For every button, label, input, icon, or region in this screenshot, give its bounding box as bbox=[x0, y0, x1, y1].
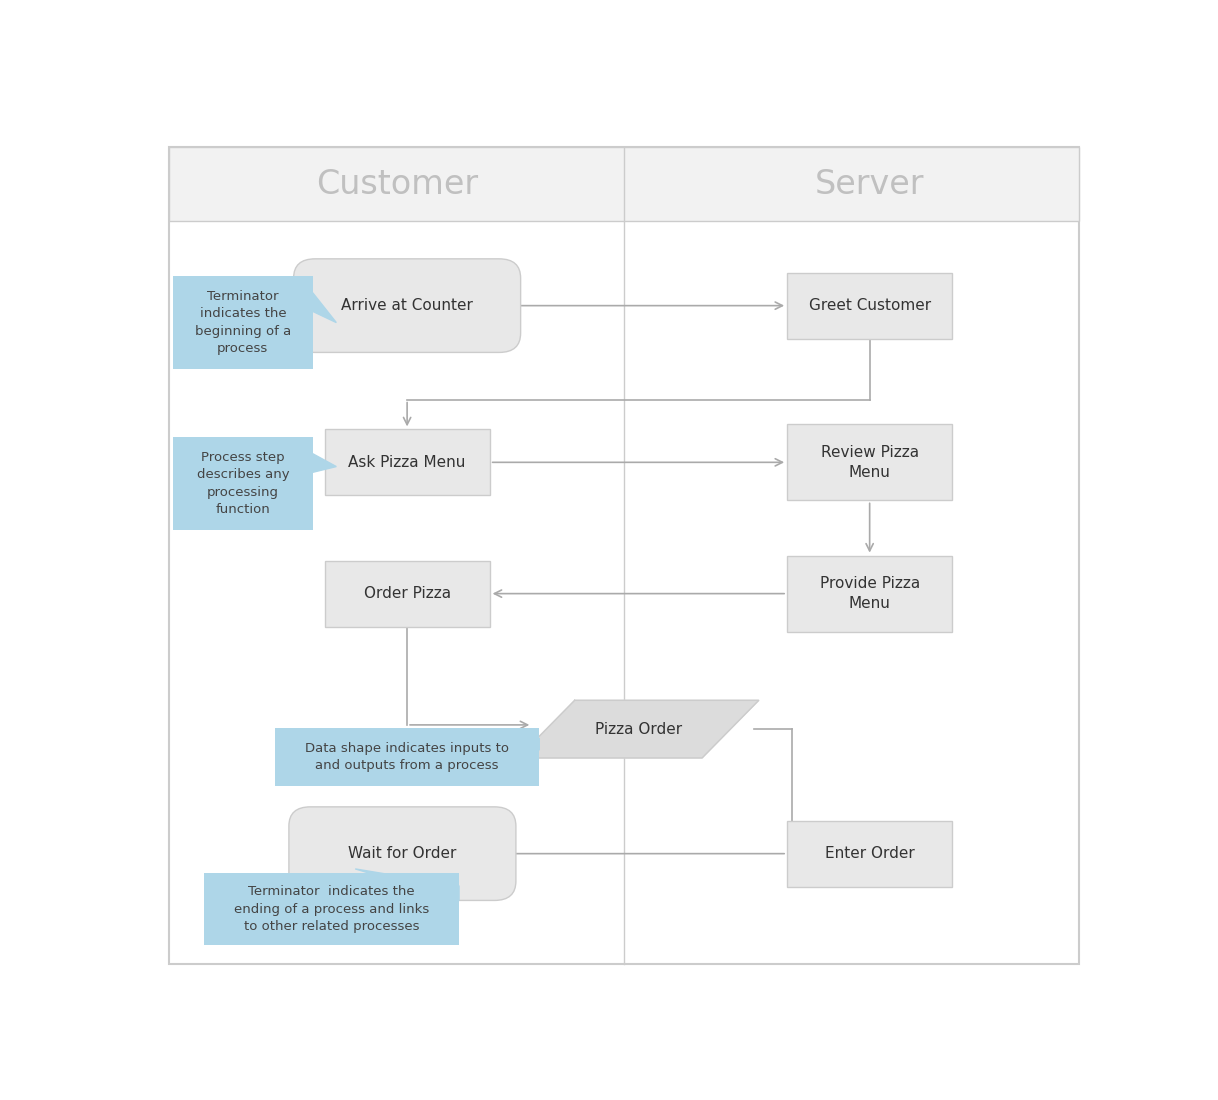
Polygon shape bbox=[356, 869, 459, 901]
Text: Wait for Order: Wait for Order bbox=[348, 846, 457, 861]
Text: Order Pizza: Order Pizza bbox=[363, 586, 451, 601]
FancyBboxPatch shape bbox=[205, 873, 459, 945]
FancyBboxPatch shape bbox=[275, 728, 540, 785]
Text: Greet Customer: Greet Customer bbox=[809, 298, 931, 314]
Text: Data shape indicates inputs to
and outputs from a process: Data shape indicates inputs to and outpu… bbox=[306, 741, 509, 772]
Text: Review Pizza
Menu: Review Pizza Menu bbox=[821, 444, 918, 480]
Text: Pizza Order: Pizza Order bbox=[594, 722, 682, 737]
FancyBboxPatch shape bbox=[787, 821, 952, 887]
FancyBboxPatch shape bbox=[324, 429, 490, 495]
Polygon shape bbox=[520, 734, 540, 750]
Text: Process step
describes any
processing
function: Process step describes any processing fu… bbox=[196, 451, 289, 516]
Text: Server: Server bbox=[815, 168, 924, 201]
FancyBboxPatch shape bbox=[173, 276, 313, 370]
FancyBboxPatch shape bbox=[169, 147, 1079, 964]
Polygon shape bbox=[313, 453, 336, 472]
Text: Customer: Customer bbox=[317, 168, 479, 201]
Text: Provide Pizza
Menu: Provide Pizza Menu bbox=[820, 576, 920, 610]
Text: Ask Pizza Menu: Ask Pizza Menu bbox=[348, 454, 465, 470]
FancyBboxPatch shape bbox=[169, 147, 1079, 221]
FancyBboxPatch shape bbox=[173, 437, 313, 530]
FancyBboxPatch shape bbox=[294, 258, 520, 352]
Text: Arrive at Counter: Arrive at Counter bbox=[341, 298, 473, 314]
Polygon shape bbox=[313, 293, 336, 322]
Text: Enter Order: Enter Order bbox=[825, 846, 915, 861]
FancyBboxPatch shape bbox=[787, 556, 952, 631]
FancyBboxPatch shape bbox=[289, 806, 516, 901]
Text: Terminator
indicates the
beginning of a
process: Terminator indicates the beginning of a … bbox=[195, 289, 291, 355]
FancyBboxPatch shape bbox=[787, 273, 952, 339]
Text: Terminator  indicates the
ending of a process and links
to other related process: Terminator indicates the ending of a pro… bbox=[234, 886, 429, 933]
Polygon shape bbox=[518, 701, 759, 758]
FancyBboxPatch shape bbox=[324, 561, 490, 627]
FancyBboxPatch shape bbox=[787, 425, 952, 500]
